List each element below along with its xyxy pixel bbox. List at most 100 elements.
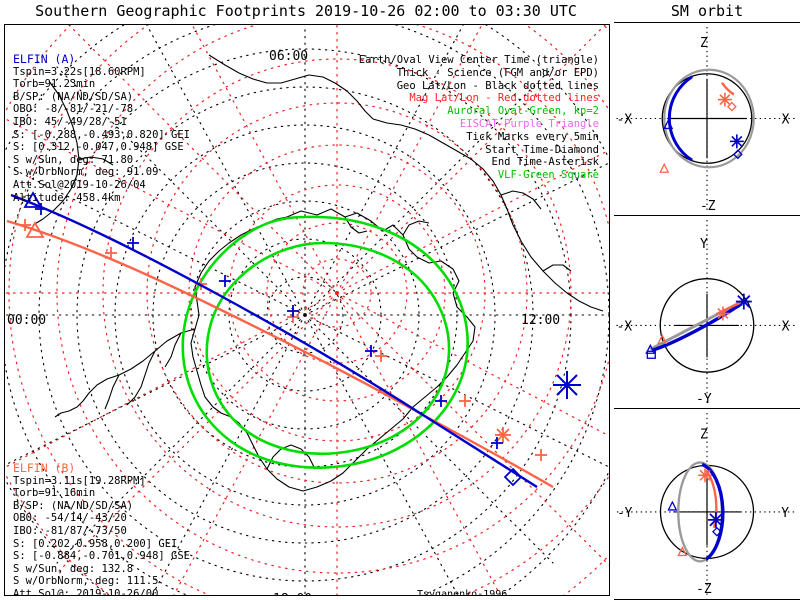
sm-panel-xz-canvas: Z -Z -X X [616, 26, 798, 214]
sm-orbit-column: SM orbit [614, 0, 800, 600]
legend-item-1: Thick - Science (FGM and/or EPD) [396, 66, 599, 79]
sm-xz-orbit-elfin-b [720, 81, 735, 96]
clock-label-right: 12:00 [521, 313, 561, 328]
sm-xy-label-top: Y [700, 237, 708, 252]
elfin-a-start-diamond [503, 467, 523, 487]
sm-xy-elfin-b-asterisk [715, 306, 730, 321]
credits-block: Tsyganenko-1996 Created: Wed Jan 25 19:4… [417, 589, 609, 596]
legend-item-0: Earth/Oval View Center Time (triangle) [358, 54, 599, 66]
antarctica-coastline [54, 208, 476, 492]
map-legend: Earth/Oval View Center Time (triangle) T… [359, 54, 599, 182]
sm-panel-yz[interactable]: Z -Z -Y Y [614, 408, 800, 600]
elfin-b-line-1: Torb=91.16min [13, 487, 96, 500]
elfin-a-line-9: Att.Sol@2019-10-26/04 [13, 178, 146, 191]
clock-label-left: 00:00 [7, 313, 47, 328]
elfin-a-line-6: S: [0.312,-0.047,0.948] GSE [13, 141, 184, 154]
trajectory-elfin-b [6, 219, 554, 489]
model-name: Tsyganenko-1996 [417, 589, 508, 596]
elfin-b-name: ELFIN (B) [13, 461, 76, 475]
legend-item-4: Auroral Oval-Green, kp=2 [447, 105, 599, 118]
legend-item-2: Geo Lat/Lon - Black dotted lines [396, 79, 599, 92]
elfin-a-line-7: S w/Sun, deg: 71.80 [13, 153, 134, 166]
sm-yz-elfin-b-asterisk [698, 468, 712, 483]
sm-yz-elfin-a-diamond [712, 526, 722, 537]
sm-xy-elfin-b-triangle [657, 333, 668, 344]
elfin-b-line-3: OBO: -54/14/-43/20 [13, 512, 127, 525]
sm-xz-elfin-a-diamond [732, 149, 743, 160]
elfin-a-line-5: S: [-0.288,-0.493,0.820] GEI [13, 128, 191, 141]
elfin-b-info-block: ELFIN (B) Tspin=3.11s[19.28RPM] Torb=91.… [13, 461, 191, 596]
elfin-b-line-7: S w/Sun, deg: 132.8 [13, 562, 134, 575]
sm-xy-label-bottom: -Y [696, 392, 712, 407]
legend-item-8: End Time-Asterisk [491, 156, 599, 169]
sm-xy-earth-circle [659, 278, 755, 373]
elfin-b-end-asterisk [495, 427, 511, 443]
elfin-b-center-triangle [25, 221, 45, 238]
legend-item-7: Start Time-Diamond [485, 143, 599, 156]
elfin-a-line-3: OBO: -8/-81/-21/-78 [13, 103, 134, 116]
sm-xz-label-left: -X [616, 112, 632, 127]
legend-item-5: EISCAT-Purple Triangle [459, 117, 599, 130]
elfin-b-line-9: Att.Sol@: 2019-10-26/00 [13, 587, 159, 596]
sm-orbit-title: SM orbit [670, 2, 744, 20]
geographic-footprint-map[interactable]: ELFIN (A) Tspin=3.22s[18.60RPM] Torb=91.… [4, 24, 610, 596]
sm-xz-elfin-a-triangle [663, 119, 674, 130]
sm-yz-label-left: -Y [617, 506, 633, 521]
mag-lon-rays [5, 25, 609, 595]
sm-xy-elfin-a-asterisk [735, 293, 752, 310]
auroral-oval-inner [205, 241, 451, 455]
sm-yz-label-bottom: -Z [696, 582, 712, 597]
sm-xz-elfin-a-asterisk [729, 134, 744, 149]
elfin-b-line-2: B/SP: (NA/ND/SD/SA) [13, 499, 134, 512]
map-canvas [5, 25, 609, 595]
elfin-a-end-asterisk [553, 371, 581, 399]
elfin-a-line-2: B/SP: (NA/ND/SD/SA) [13, 90, 134, 103]
clock-label-bottom: 18:00 [273, 592, 312, 595]
elfin-a-info-block: ELFIN (A) Tspin=3.22s[18.60RPM] Torb=91.… [13, 53, 190, 204]
sm-xy-orbit-elfin-a [651, 302, 743, 352]
elfin-b-line-5: S: [0.202,0.958,0.200] GEI [13, 537, 178, 550]
sm-panel-xy-canvas: Y -Y -X X [616, 219, 798, 407]
sm-yz-elfin-a-asterisk [707, 511, 724, 528]
sm-xz-label-top: Z [700, 36, 708, 51]
elfin-b-line-4: IBO: -81/87/-73/50 [13, 524, 127, 537]
sm-xz-orbit-ghost [663, 68, 755, 169]
trajectory-elfin-a-ticks [35, 203, 503, 449]
legend-item-6: Tick Marks every 5min [466, 130, 599, 143]
sm-xy-elfin-a-square [646, 350, 656, 359]
elfin-a-name: ELFIN (A) [13, 52, 76, 66]
sm-yz-elfin-b-triangle [677, 546, 688, 557]
sm-yz-orbit-elfin-a [701, 462, 725, 561]
sm-panel-xz[interactable]: Z -Z -X X [614, 22, 800, 215]
sm-xz-elfin-b-triangle [659, 162, 670, 173]
elfin-b-line-0: Tspin=3.11s[19.28RPM] [13, 474, 146, 487]
clock-label-top: 06:00 [269, 49, 309, 64]
elfin-a-center-triangle [23, 191, 43, 208]
sm-xz-elfin-b-asterisk [717, 92, 732, 107]
sm-panel-xy[interactable]: Y -Y -X X [614, 215, 800, 408]
sm-xz-elfin-b-diamond [726, 101, 737, 112]
sm-xz-earth-circle [661, 73, 753, 164]
sm-yz-label-right: Y [781, 506, 789, 521]
auroral-oval-outer [181, 215, 469, 469]
sm-yz-elfin-a-triangle [667, 500, 678, 511]
sm-xy-elfin-a-triangle [645, 343, 656, 354]
elfin-a-line-0: Tspin=3.22s[18.60RPM] [13, 65, 146, 78]
sm-panel-yz-canvas: Z -Z -Y Y [616, 412, 798, 597]
sm-xy-label-right: X [782, 319, 790, 334]
legend-item-9: VLF-Green Square [497, 169, 599, 182]
legend-item-3: Mag Lat/Lon - Red dotted lines [409, 92, 599, 105]
sm-xz-label-right: X [782, 112, 790, 127]
elfin-b-line-8: S w/OrbNorm, deg: 111.5 [13, 575, 159, 588]
sm-xy-label-left: -X [616, 319, 632, 334]
elfin-a-line-8: S w/OrbNorm, deg: 91.09 [13, 166, 159, 179]
elfin-b-line-6: S: [-0.884,-0.701,0.948] GSE [13, 550, 191, 563]
sm-yz-label-top: Z [700, 428, 708, 443]
elfin-a-line-1: Torb=91.23min [13, 78, 96, 91]
elfin-a-line-10: Altitude: 458.4km [13, 191, 121, 204]
trajectory-elfin-a [10, 193, 538, 489]
sm-xz-orbit-elfin-a [667, 75, 693, 162]
geo-lon-rays [5, 25, 609, 595]
sm-xz-label-bottom: -Z [700, 199, 716, 214]
